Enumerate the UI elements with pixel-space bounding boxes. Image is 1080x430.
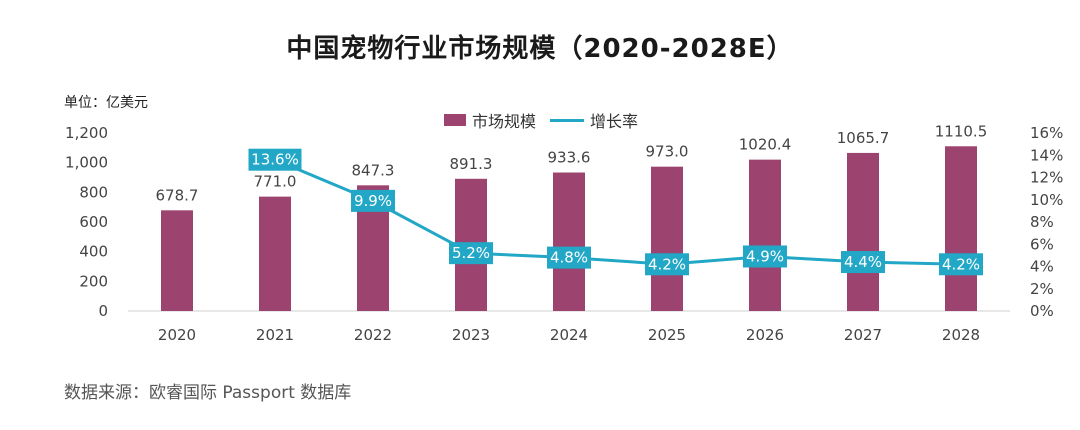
growth-rate-label: 4.8% (550, 249, 588, 267)
bar-value-label: 933.6 (548, 149, 591, 167)
y-right-tick-label: 2% (1030, 280, 1054, 298)
growth-rate-label: 4.9% (746, 247, 784, 265)
legend: 市场规模 增长率 (444, 108, 638, 132)
legend-line-swatch (550, 118, 585, 122)
growth-rate-label: 4.2% (942, 255, 980, 273)
growth-rate-label-box (449, 242, 493, 265)
bar-market-size (259, 196, 291, 311)
growth-rate-label: 9.9% (354, 192, 392, 210)
bar-market-size (847, 152, 879, 311)
bar-value-label: 891.3 (450, 155, 493, 173)
growth-rate-label: 5.2% (452, 244, 490, 262)
bar-market-size (161, 210, 193, 311)
y-left-tick-label: 1,200 (65, 124, 108, 142)
bar-market-size (651, 166, 683, 311)
y-left-tick-label: 0 (98, 302, 108, 320)
legend-bar-label: 市场规模 (472, 112, 537, 131)
growth-rate-label-box (939, 253, 983, 276)
x-tick-label: 2028 (942, 326, 980, 344)
y-left-tick-label: 400 (79, 243, 108, 261)
growth-rate-label: 13.6% (251, 151, 299, 169)
x-tick-label: 2024 (550, 326, 588, 344)
y-left-tick-label: 200 (79, 272, 108, 290)
bar-value-label: 678.7 (156, 186, 199, 204)
bar-market-size (749, 159, 781, 311)
y-right-tick-label: 8% (1030, 213, 1054, 231)
x-tick-label: 2022 (354, 326, 392, 344)
bar-value-label: 771.0 (254, 173, 297, 191)
growth-rate-label-box (248, 148, 302, 171)
y-left-tick-label: 800 (79, 183, 108, 201)
x-tick-label: 2025 (648, 326, 686, 344)
unit-label: 单位：亿美元 (64, 95, 148, 111)
growth-rate-label-box (547, 246, 591, 269)
y-left-tick-label: 600 (79, 213, 108, 231)
x-tick-label: 2023 (452, 326, 490, 344)
bar-value-label: 1065.7 (837, 129, 890, 147)
y-right-tick-label: 4% (1030, 258, 1054, 276)
y-right-tick-label: 6% (1030, 235, 1054, 253)
x-tick-label: 2026 (746, 326, 784, 344)
growth-rate-label-box (351, 189, 395, 212)
legend-bar-swatch (444, 114, 466, 126)
growth-rate-label-box (841, 251, 885, 274)
legend-line-label: 增长率 (590, 112, 639, 131)
source-note: 数据来源：欧睿国际 Passport 数据库 (64, 383, 352, 403)
y-right-tick-label: 16% (1030, 124, 1063, 142)
growth-rate-label: 4.4% (844, 253, 882, 271)
y-left-tick-label: 1,000 (65, 154, 108, 172)
bar-value-label: 973.0 (646, 143, 689, 161)
y-right-tick-label: 10% (1030, 191, 1063, 209)
chart-title: 中国宠物行业市场规模（2020-2028E） (286, 34, 794, 64)
growth-rate-label: 4.2% (648, 255, 686, 273)
growth-rate-label-box (743, 245, 787, 268)
x-tick-label: 2021 (256, 326, 294, 344)
bar-value-label: 1110.5 (935, 122, 988, 140)
x-tick-label: 2020 (158, 326, 196, 344)
bar-market-size (945, 146, 977, 311)
bar-value-label: 847.3 (352, 161, 395, 179)
y-right-tick-label: 14% (1030, 146, 1063, 164)
x-tick-label: 2027 (844, 326, 882, 344)
bar-value-label: 1020.4 (739, 136, 792, 154)
bar-market-size (553, 172, 585, 311)
y-right-tick-label: 12% (1030, 169, 1063, 187)
growth-rate-label-box (645, 253, 689, 276)
y-right-tick-label: 0% (1030, 302, 1054, 320)
